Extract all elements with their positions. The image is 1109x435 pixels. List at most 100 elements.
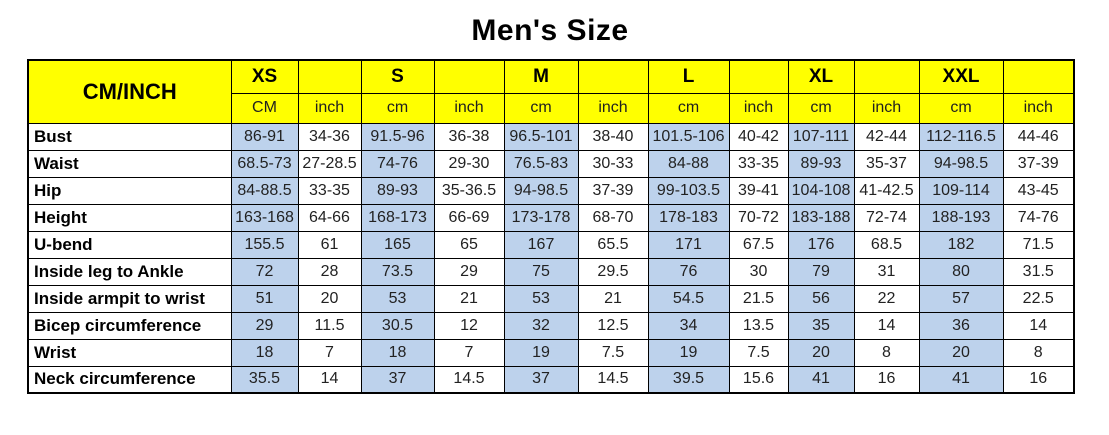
cm-value-cell: 75 (503, 257, 579, 286)
table-row: Bust 86-91 34-36 91.5-96 36-38 96.5-101 38-40 1… (27, 122, 1075, 151)
inch-value-cell: 16 (1002, 365, 1075, 394)
cm-value-cell: 91.5-96 (360, 122, 435, 151)
inch-value-cell: 13.5 (728, 311, 789, 340)
cm-value-cell: 56 (787, 284, 855, 313)
unit-header-cell: inch (577, 92, 649, 124)
cm-value-cell: 41 (787, 365, 855, 394)
inch-value-cell: 8 (1002, 338, 1075, 367)
row-label-cell: Wrist (27, 338, 232, 367)
unit-header-cell: cm (647, 92, 730, 124)
inch-value-cell: 38-40 (577, 122, 649, 151)
inch-value-cell: 31 (853, 257, 920, 286)
inch-value-cell: 44-46 (1002, 122, 1075, 151)
row-label-cell: Bust (27, 122, 232, 151)
inch-value-cell: 65.5 (577, 230, 649, 259)
cm-value-cell: 20 (787, 338, 855, 367)
size-header-m: M (503, 59, 579, 94)
inch-value-cell: 34-36 (297, 122, 362, 151)
cm-value-cell: 176 (787, 230, 855, 259)
inch-value-cell: 70-72 (728, 203, 789, 232)
size-header-spacer (577, 59, 649, 94)
inch-value-cell: 29 (433, 257, 505, 286)
cm-value-cell: 188-193 (918, 203, 1004, 232)
unit-header-cell: inch (728, 92, 789, 124)
row-label-cell: Inside leg to Ankle (27, 257, 232, 286)
cm-value-cell: 53 (503, 284, 579, 313)
inch-value-cell: 68-70 (577, 203, 649, 232)
cm-value-cell: 34 (647, 311, 730, 340)
inch-value-cell: 37-39 (1002, 149, 1075, 178)
cm-value-cell: 74-76 (360, 149, 435, 178)
inch-value-cell: 66-69 (433, 203, 505, 232)
table-row: U-bend 155.5 61 165 65 167 65.5 171 67.5 176 68.5 1… (27, 230, 1075, 259)
cm-value-cell: 19 (503, 338, 579, 367)
inch-value-cell: 14.5 (433, 365, 505, 394)
unit-header-cell: cm (787, 92, 855, 124)
row-label-cell: Inside armpit to wrist (27, 284, 232, 313)
inch-value-cell: 43-45 (1002, 176, 1075, 205)
inch-value-cell: 31.5 (1002, 257, 1075, 286)
row-label-cell: Height (27, 203, 232, 232)
cm-value-cell: 30.5 (360, 311, 435, 340)
inch-value-cell: 61 (297, 230, 362, 259)
cm-value-cell: 18 (360, 338, 435, 367)
inch-value-cell: 20 (297, 284, 362, 313)
cm-value-cell: 80 (918, 257, 1004, 286)
cm-value-cell: 94-98.5 (503, 176, 579, 205)
inch-value-cell: 14.5 (577, 365, 649, 394)
page-title: Men's Size (471, 14, 629, 47)
inch-value-cell: 7.5 (577, 338, 649, 367)
inch-value-cell: 64-66 (297, 203, 362, 232)
cm-value-cell: 94-98.5 (918, 149, 1004, 178)
inch-value-cell: 41-42.5 (853, 176, 920, 205)
unit-header-cell: cm (503, 92, 579, 124)
cm-value-cell: 57 (918, 284, 1004, 313)
cm-value-cell: 20 (918, 338, 1004, 367)
inch-value-cell: 16 (853, 365, 920, 394)
table-row: Inside leg to Ankle 72 28 73.5 29 75 29.5 76 30 7… (27, 257, 1075, 286)
size-header-spacer (1002, 59, 1075, 94)
cm-value-cell: 89-93 (787, 149, 855, 178)
inch-value-cell: 30 (728, 257, 789, 286)
table-row: Hip 84-88.5 33-35 89-93 35-36.5 94-98.5 37-39 9… (27, 176, 1075, 205)
table-body: Bust 86-91 34-36 91.5-96 36-38 96.5-101 38-40 1… (27, 122, 1075, 394)
inch-value-cell: 36-38 (433, 122, 505, 151)
row-label-cell: Waist (27, 149, 232, 178)
cm-value-cell: 99-103.5 (647, 176, 730, 205)
cm-value-cell: 51 (230, 284, 299, 313)
cm-value-cell: 84-88 (647, 149, 730, 178)
size-header-l: L (647, 59, 730, 94)
mens-size-table: CM/INCH XS S M L XL XXL CM inch cm inch … (27, 59, 1075, 394)
cm-value-cell: 86-91 (230, 122, 299, 151)
unit-header-cell: inch (1002, 92, 1075, 124)
inch-value-cell: 21 (433, 284, 505, 313)
cm-value-cell: 41 (918, 365, 1004, 394)
unit-header-cell: inch (853, 92, 920, 124)
size-header-xs: XS (230, 59, 299, 94)
size-header-row: CM/INCH XS S M L XL XXL (27, 59, 1075, 124)
inch-value-cell: 27-28.5 (297, 149, 362, 178)
cm-value-cell: 35.5 (230, 365, 299, 394)
inch-value-cell: 7 (433, 338, 505, 367)
cm-value-cell: 29 (230, 311, 299, 340)
row-label-cell: Hip (27, 176, 232, 205)
inch-value-cell: 35-36.5 (433, 176, 505, 205)
size-header-spacer (728, 59, 789, 94)
inch-value-cell: 42-44 (853, 122, 920, 151)
inch-value-cell: 14 (1002, 311, 1075, 340)
row-label-cell: Bicep circumference (27, 311, 232, 340)
size-header-spacer (433, 59, 505, 94)
cm-value-cell: 167 (503, 230, 579, 259)
inch-value-cell: 65 (433, 230, 505, 259)
size-header-xl: XL (787, 59, 855, 94)
cm-value-cell: 68.5-73 (230, 149, 299, 178)
cm-value-cell: 18 (230, 338, 299, 367)
unit-header-cell: CM (230, 92, 299, 124)
inch-value-cell: 14 (853, 311, 920, 340)
corner-cm-inch-header: CM/INCH (27, 59, 232, 124)
cm-value-cell: 84-88.5 (230, 176, 299, 205)
inch-value-cell: 12.5 (577, 311, 649, 340)
inch-value-cell: 12 (433, 311, 505, 340)
cm-value-cell: 104-108 (787, 176, 855, 205)
table-row: Wrist 18 7 18 7 19 7.5 19 7.5 20 8 20 8 (27, 338, 1075, 367)
